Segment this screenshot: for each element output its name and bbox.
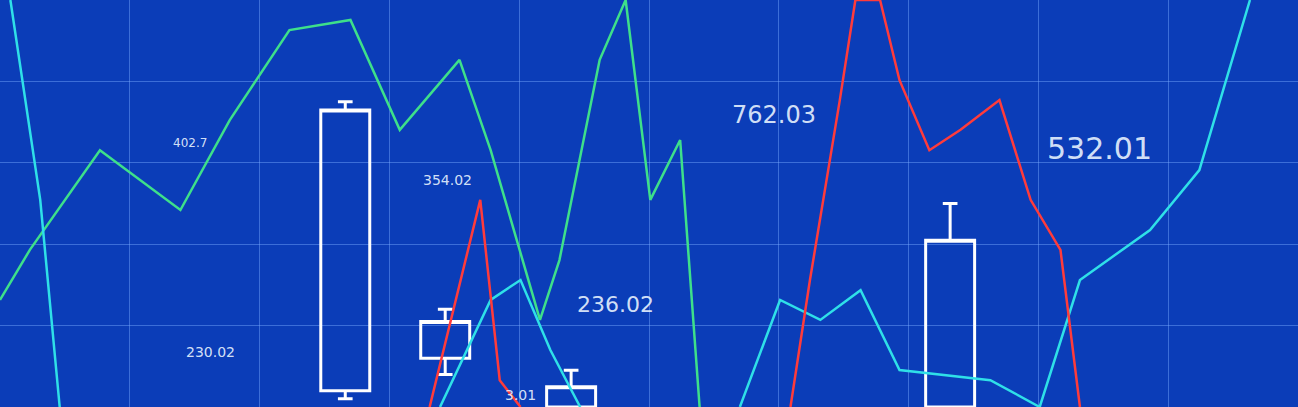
svg-text:762.03: 762.03	[732, 101, 816, 129]
svg-text:402.7: 402.7	[173, 136, 207, 150]
svg-text:532.01: 532.01	[1047, 131, 1152, 166]
svg-text:230.02: 230.02	[186, 344, 235, 360]
svg-text:3.01: 3.01	[505, 387, 536, 403]
svg-text:354.02: 354.02	[423, 172, 472, 188]
svg-text:236.02: 236.02	[577, 292, 654, 317]
